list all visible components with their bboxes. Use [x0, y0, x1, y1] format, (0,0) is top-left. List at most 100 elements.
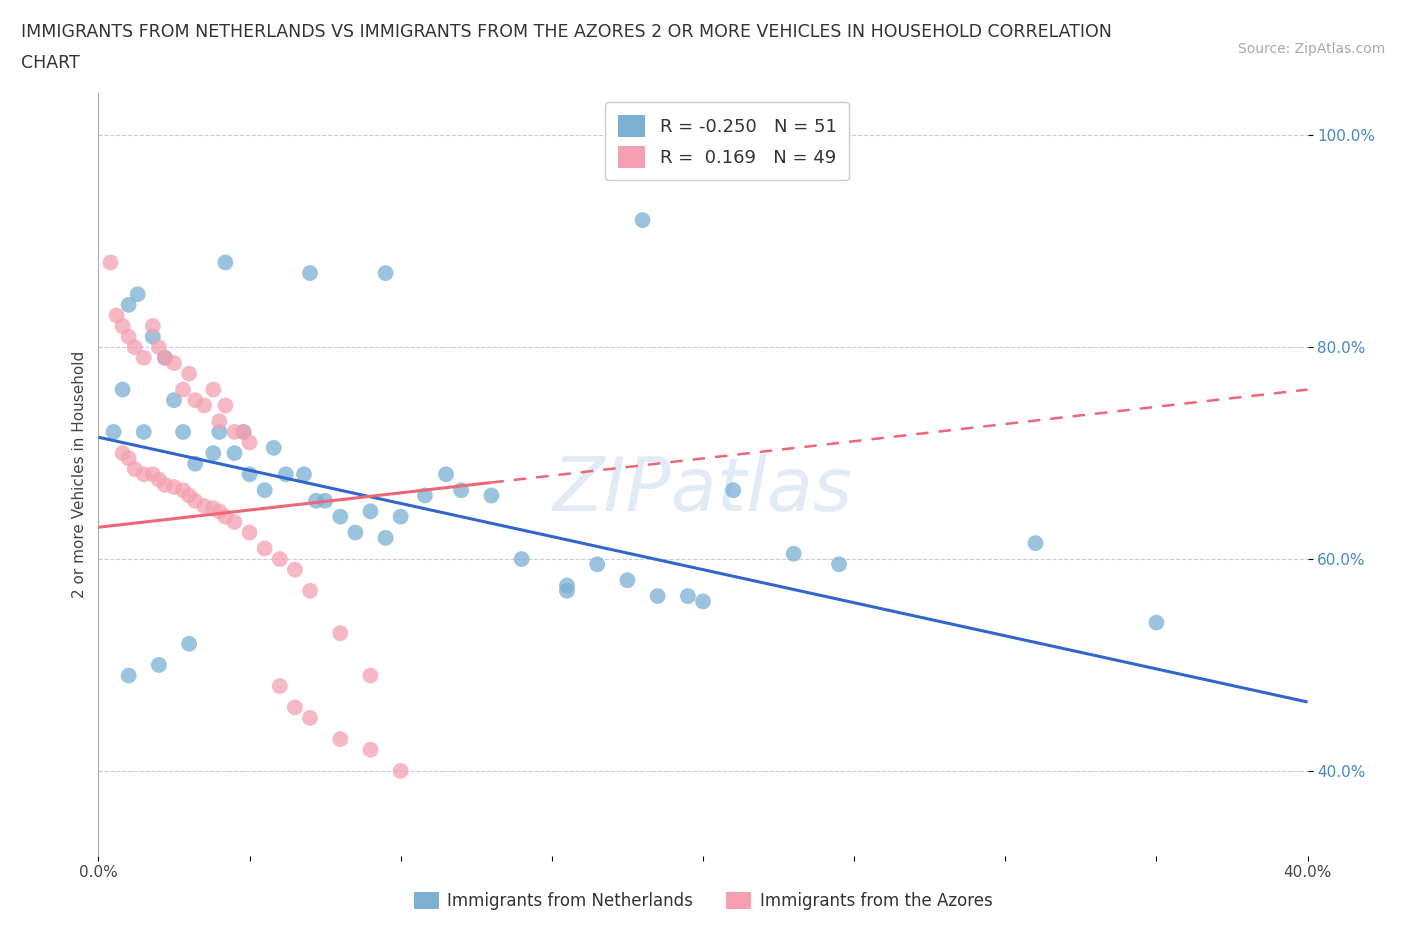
- Point: [163, 480, 186, 495]
- Point: [631, 213, 654, 228]
- Point: [389, 510, 412, 525]
- Point: [208, 414, 231, 429]
- Point: [329, 626, 352, 641]
- Point: [274, 467, 297, 482]
- Point: [224, 514, 246, 529]
- Point: [124, 339, 146, 354]
- Point: [179, 488, 201, 503]
- Point: [1144, 615, 1167, 630]
- Point: [103, 424, 125, 439]
- Point: [253, 483, 276, 498]
- Point: [148, 339, 170, 354]
- Point: [299, 266, 322, 281]
- Text: CHART: CHART: [21, 54, 80, 72]
- Point: [329, 510, 352, 525]
- Point: [172, 483, 194, 498]
- Point: [1024, 536, 1046, 551]
- Point: [360, 504, 382, 519]
- Point: [111, 445, 134, 460]
- Point: [360, 742, 382, 757]
- Point: [124, 461, 146, 476]
- Point: [184, 457, 207, 472]
- Point: [360, 668, 382, 683]
- Point: [132, 351, 155, 365]
- Point: [586, 557, 609, 572]
- Point: [284, 563, 307, 578]
- Text: IMMIGRANTS FROM NETHERLANDS VS IMMIGRANTS FROM THE AZORES 2 OR MORE VEHICLES IN : IMMIGRANTS FROM NETHERLANDS VS IMMIGRANT…: [21, 23, 1112, 41]
- Point: [676, 589, 699, 604]
- Point: [184, 392, 207, 407]
- Point: [224, 424, 246, 439]
- Point: [723, 483, 745, 498]
- Point: [118, 451, 141, 466]
- Text: Source: ZipAtlas.com: Source: ZipAtlas.com: [1237, 42, 1385, 56]
- Point: [142, 329, 165, 344]
- Point: [224, 445, 246, 460]
- Point: [305, 493, 328, 508]
- Point: [153, 351, 176, 365]
- Point: [299, 711, 322, 725]
- Legend: R = -0.250   N = 51, R =  0.169   N = 49: R = -0.250 N = 51, R = 0.169 N = 49: [606, 102, 849, 180]
- Point: [214, 398, 236, 413]
- Point: [239, 525, 262, 540]
- Point: [692, 594, 714, 609]
- Point: [284, 858, 307, 873]
- Point: [172, 382, 194, 397]
- Legend: Immigrants from Netherlands, Immigrants from the Azores: Immigrants from Netherlands, Immigrants …: [406, 885, 1000, 917]
- Point: [148, 472, 170, 487]
- Point: [284, 700, 307, 715]
- Point: [374, 266, 396, 281]
- Point: [510, 551, 533, 566]
- Point: [299, 583, 322, 598]
- Point: [193, 398, 215, 413]
- Point: [450, 483, 472, 498]
- Point: [214, 510, 236, 525]
- Point: [118, 298, 141, 312]
- Point: [148, 658, 170, 672]
- Point: [132, 467, 155, 482]
- Point: [263, 441, 285, 456]
- Point: [202, 445, 225, 460]
- Point: [100, 255, 122, 270]
- Point: [163, 355, 186, 370]
- Point: [193, 498, 215, 513]
- Point: [118, 329, 141, 344]
- Point: [172, 424, 194, 439]
- Point: [127, 286, 149, 301]
- Point: [142, 467, 165, 482]
- Point: [202, 382, 225, 397]
- Point: [389, 764, 412, 778]
- Point: [239, 467, 262, 482]
- Point: [214, 255, 236, 270]
- Point: [434, 467, 457, 482]
- Point: [118, 668, 141, 683]
- Point: [153, 477, 176, 492]
- Point: [202, 500, 225, 515]
- Point: [555, 578, 578, 593]
- Point: [329, 732, 352, 747]
- Point: [828, 557, 851, 572]
- Point: [555, 583, 578, 598]
- Point: [269, 679, 291, 694]
- Point: [111, 382, 134, 397]
- Point: [269, 551, 291, 566]
- Point: [208, 424, 231, 439]
- Point: [232, 424, 254, 439]
- Point: [153, 351, 176, 365]
- Point: [292, 467, 315, 482]
- Point: [184, 493, 207, 508]
- Point: [163, 392, 186, 407]
- Y-axis label: 2 or more Vehicles in Household: 2 or more Vehicles in Household: [72, 351, 87, 598]
- Point: [179, 636, 201, 651]
- Point: [253, 541, 276, 556]
- Point: [179, 366, 201, 381]
- Point: [481, 488, 503, 503]
- Point: [374, 530, 396, 545]
- Point: [105, 308, 128, 323]
- Text: ZIPatlas: ZIPatlas: [553, 454, 853, 525]
- Point: [783, 546, 806, 561]
- Point: [413, 488, 436, 503]
- Point: [344, 525, 367, 540]
- Point: [232, 424, 254, 439]
- Point: [208, 504, 231, 519]
